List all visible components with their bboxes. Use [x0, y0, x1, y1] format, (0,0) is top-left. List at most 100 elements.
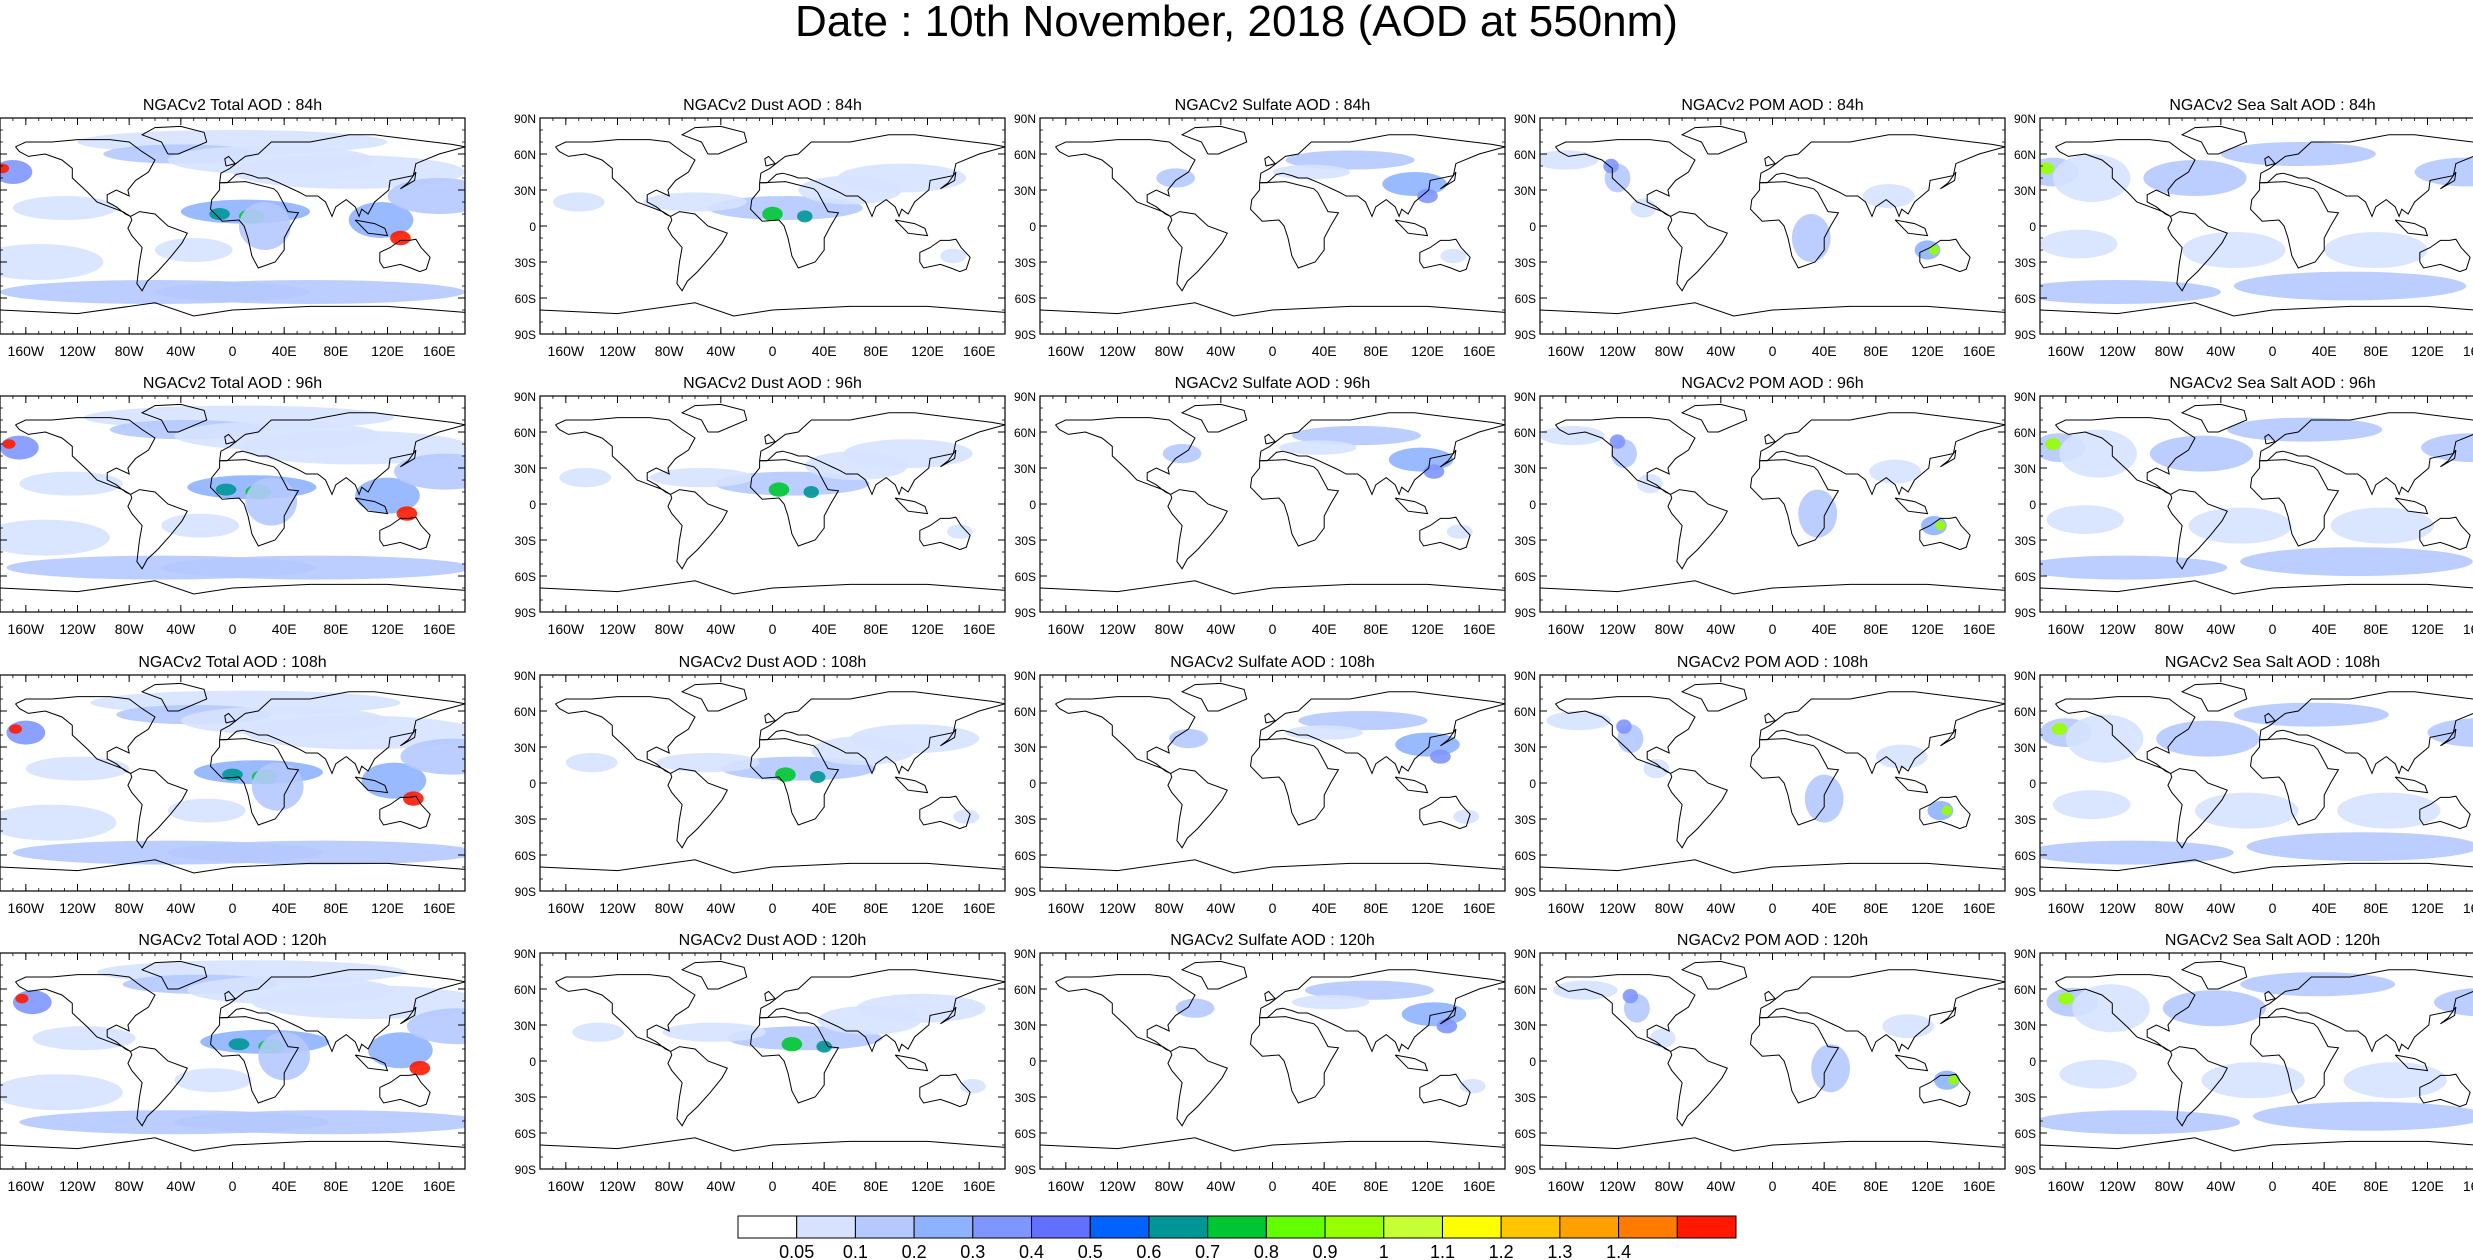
aod-region	[387, 178, 465, 214]
x-tick-label: 40W	[2206, 1178, 2236, 1194]
y-tick-label: 30N	[2014, 462, 2036, 476]
coastline	[2264, 712, 2277, 724]
coastline	[1894, 1054, 1929, 1072]
coastline	[209, 181, 300, 269]
y-tick-label: 0	[529, 1055, 536, 1069]
x-tick-label: 120W	[599, 1178, 636, 1194]
panel-title: NGACv2 Sea Salt AOD : 120h	[2165, 932, 2380, 949]
coastline	[2040, 302, 2473, 317]
coastline	[2440, 449, 2457, 468]
coastline	[1180, 960, 1248, 990]
colorbar-swatch	[1618, 1215, 1678, 1239]
aod-region	[361, 762, 427, 799]
y-tick-label: 90N	[514, 669, 536, 683]
aod-region	[2188, 507, 2292, 544]
coastline	[2419, 1073, 2471, 1108]
x-tick-label: 160W	[548, 900, 585, 916]
x-tick-label: 0	[1269, 621, 1277, 637]
y-tick-label: 30N	[2014, 1019, 2036, 1033]
coastline	[540, 1137, 1005, 1152]
map-panel: NGACv2 Dust AOD : 120h 90N 60N 30N 0 30S 60S 90…	[514, 932, 1006, 1194]
aod-region	[161, 513, 239, 538]
aod-region	[2195, 792, 2299, 829]
coastline	[1680, 682, 1748, 712]
y-tick-label: 90N	[1014, 390, 1036, 404]
aod-region	[2040, 280, 2221, 304]
aod-region	[1622, 989, 1639, 1004]
coastline	[1919, 1073, 1971, 1108]
map-panel: NGACv2 Sea Salt AOD : 120h 90N 60N 30N 0 30S 6…	[2014, 932, 2473, 1194]
aod-field	[0, 403, 465, 595]
y-tick-label: 90S	[1515, 1163, 1536, 1177]
y-tick-label: 30S	[2015, 256, 2036, 270]
aod-region	[843, 439, 973, 468]
x-tick-label: 80E	[1863, 1178, 1888, 1194]
coastline	[1180, 125, 1248, 155]
coastline	[940, 728, 957, 747]
x-tick-label: 0	[229, 900, 237, 916]
x-tick-label: 40W	[1706, 900, 1736, 916]
aod-region	[1430, 749, 1451, 764]
y-tick-label: 30N	[1514, 462, 1536, 476]
x-tick-label: 160W	[8, 621, 45, 637]
aod-region	[2233, 271, 2467, 301]
x-tick-label: 120E	[1911, 900, 1944, 916]
coastline	[400, 449, 417, 468]
coastline	[1667, 1046, 1729, 1127]
aod-region	[2253, 1101, 2473, 1131]
coastline	[759, 134, 1005, 218]
y-tick-label: 60S	[515, 570, 536, 584]
aod-region	[215, 483, 237, 496]
x-tick-label: 80W	[2155, 1178, 2185, 1194]
aod-region	[245, 477, 298, 526]
x-tick-label: 80E	[2363, 900, 2388, 916]
coastline	[680, 960, 748, 990]
map-background	[1040, 396, 1505, 612]
colorbar-label: 0.4	[1019, 1242, 1044, 1260]
coastline	[219, 691, 465, 775]
aod-region	[940, 248, 967, 264]
coastline	[667, 1046, 729, 1127]
colorbar-swatch	[1559, 1215, 1620, 1239]
x-tick-label: 80E	[323, 1178, 348, 1194]
y-tick-label: 60N	[1514, 426, 1536, 440]
x-tick-label: 0	[1769, 900, 1777, 916]
aod-region	[1285, 150, 1415, 170]
aod-region	[1791, 214, 1831, 262]
panel-title: NGACv2 Dust AOD : 108h	[679, 654, 867, 671]
coastline	[1040, 302, 1505, 317]
coastline	[1419, 238, 1471, 273]
aod-region	[368, 1032, 433, 1069]
coastline	[1894, 219, 1929, 237]
coastline	[2264, 990, 2277, 1002]
coastline	[2180, 682, 2248, 712]
map-background	[1040, 118, 1505, 334]
panel-title: NGACv2 Total AOD : 84h	[143, 97, 322, 114]
y-tick-label: 60S	[515, 292, 536, 306]
colorbar-label: 0.2	[902, 1242, 927, 1260]
panel-title: NGACv2 Total AOD : 120h	[138, 932, 326, 949]
map-panel: NGACv2 Dust AOD : 84h 90N 60N 30N 0 30S 60S 90S…	[514, 97, 1006, 359]
aod-region	[762, 206, 783, 222]
coastline	[140, 960, 208, 990]
panel-title: NGACv2 Dust AOD : 84h	[683, 97, 862, 114]
aod-region	[1436, 1018, 1458, 1034]
x-tick-label: 80E	[1363, 900, 1388, 916]
y-tick-label: 30S	[1515, 256, 1536, 270]
coastline	[1264, 712, 1277, 724]
y-tick-label: 30S	[515, 1091, 536, 1105]
y-tick-label: 0	[1529, 498, 1536, 512]
coastline	[2167, 768, 2229, 849]
x-tick-label: 120W	[59, 1178, 96, 1194]
x-tick-label: 120W	[1099, 621, 1136, 637]
y-tick-label: 30N	[1514, 1019, 1536, 1033]
aod-region	[1941, 805, 1953, 816]
y-tick-label: 30N	[1014, 741, 1036, 755]
coastline	[1540, 859, 2005, 874]
y-tick-label: 90S	[1515, 606, 1536, 620]
y-tick-label: 60S	[1015, 849, 1036, 863]
aod-region	[393, 453, 465, 490]
aod-region	[9, 724, 22, 734]
y-tick-label: 60S	[2015, 292, 2036, 306]
x-tick-label: 160E	[423, 621, 456, 637]
